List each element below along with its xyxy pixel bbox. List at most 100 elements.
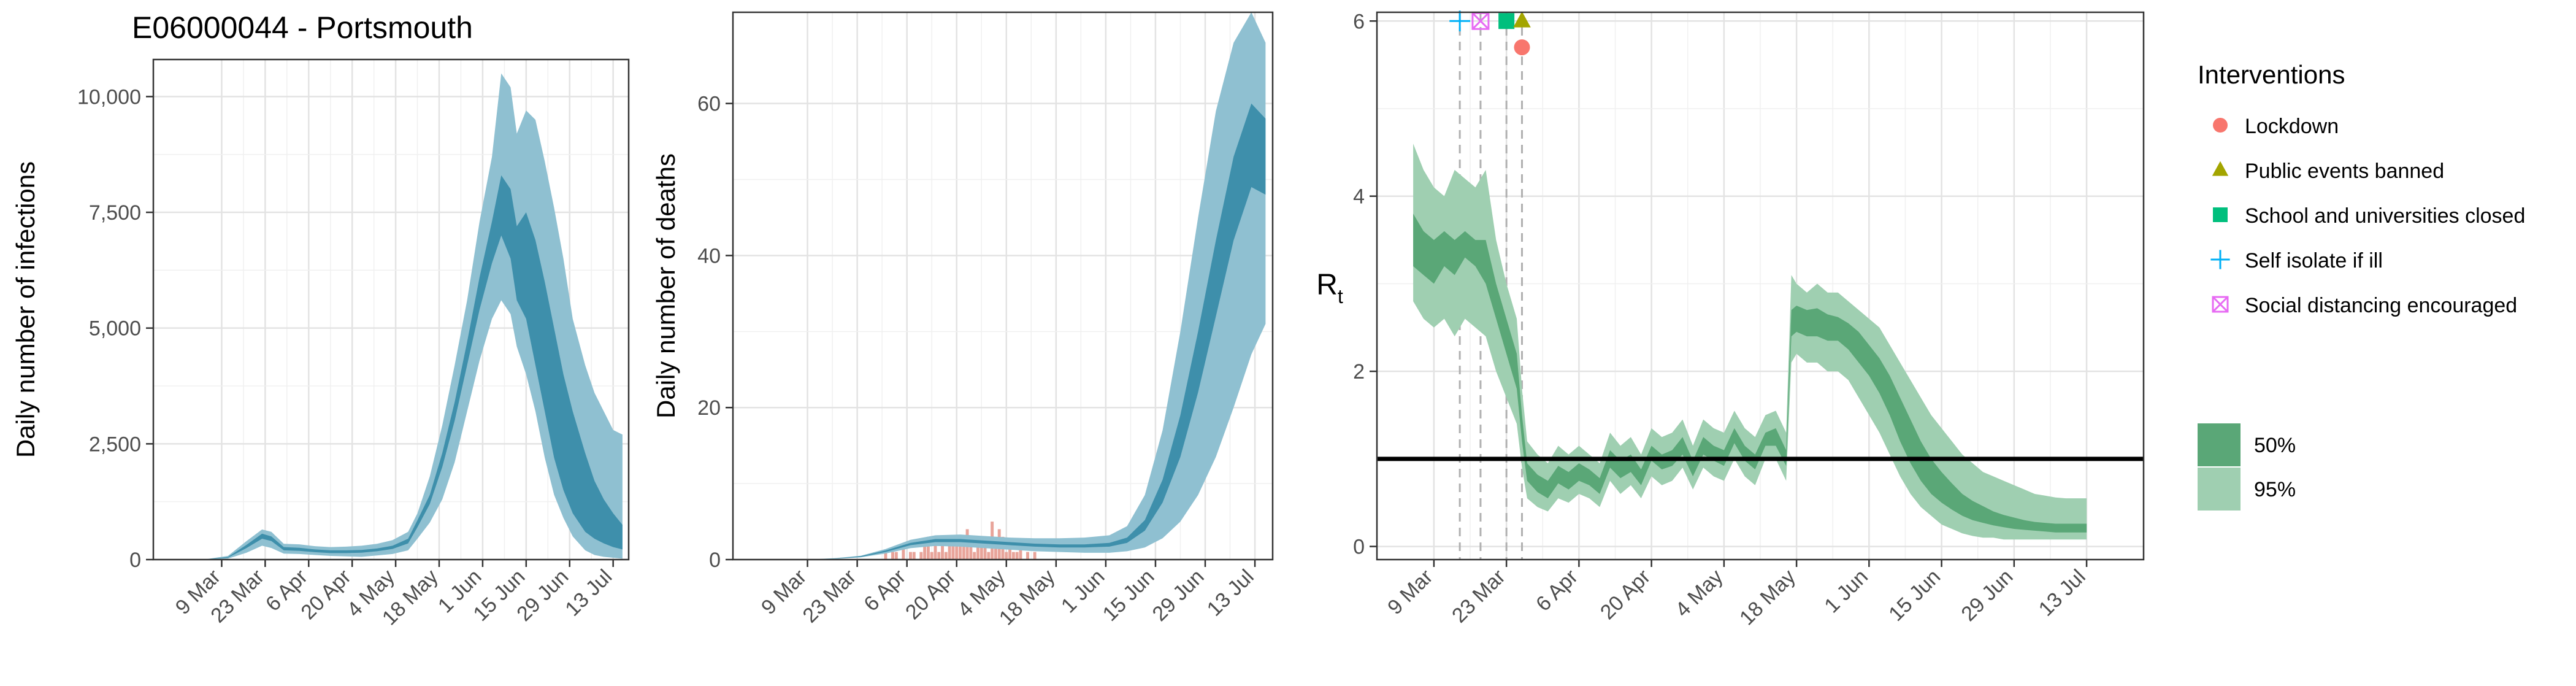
death-bar [894, 552, 898, 560]
death-bar [902, 544, 905, 560]
death-bar [948, 536, 951, 560]
y-tick-label: 4 [1353, 185, 1365, 209]
legend-label: Lockdown [2245, 115, 2339, 138]
deaths-panel-border [732, 11, 1274, 561]
death-bar [933, 544, 937, 560]
intervention-marker [1449, 10, 1471, 32]
y-tick-label: 2 [1353, 360, 1365, 383]
y-tick-label: 60 [697, 93, 721, 116]
rt-y-axis-label-sub: t [1338, 285, 1343, 307]
y-tick-label: 0 [129, 549, 141, 572]
rt-bands [1413, 144, 2087, 540]
death-bar [891, 552, 894, 560]
death-bar [969, 544, 973, 560]
death-bar [923, 544, 927, 560]
death-bar [919, 552, 923, 560]
death-bar [937, 552, 941, 560]
death-bar [1005, 552, 1008, 560]
intervention-marker [1498, 13, 1515, 29]
x-tick-label: 15 Jun [1098, 565, 1159, 626]
death-bar [884, 552, 887, 560]
death-bar [979, 544, 983, 560]
figure-title: E06000044 - Portsmouth [132, 10, 473, 45]
rt-y-axis-label-main: R [1316, 269, 1338, 301]
intervention-marker [1513, 11, 1531, 28]
death-bar [1015, 552, 1019, 560]
y-tick-label: 6 [1353, 10, 1365, 33]
death-bar [987, 552, 991, 560]
x-tick-label: 20 Apr [1596, 565, 1655, 624]
y-tick-label: 10,000 [77, 85, 141, 109]
ci-band-95 [203, 73, 623, 560]
death-bar [941, 536, 945, 560]
ci-legend-swatch [2198, 468, 2241, 511]
x-tick-label: 29 Jun [1148, 565, 1209, 626]
death-bar [926, 536, 930, 560]
intervention-marker [1471, 12, 1490, 30]
death-bar [976, 536, 979, 560]
legend-key-triangle [2212, 161, 2229, 176]
x-tick-label: 13 Jul [1203, 565, 1259, 621]
x-tick-label: 23 Mar [799, 565, 861, 628]
rt-panel: 9 Mar 23 Mar 6 Apr 20 Apr 4 May 18 May 1 Jun 15… [1316, 10, 2145, 630]
x-tick-label: 1 Jun [1820, 565, 1873, 618]
death-bar [1033, 552, 1037, 560]
y-tick-label: 2,500 [89, 433, 141, 456]
x-tick-label: 20 Apr [296, 565, 355, 624]
legend: Interventions Lockdown Public events bann… [2198, 60, 2525, 511]
y-tick-label: 40 [697, 244, 721, 268]
death-bar [973, 552, 976, 560]
death-bar [944, 552, 948, 560]
legend-label: School and universities closed [2245, 204, 2525, 228]
death-bar [930, 552, 933, 560]
legend-key-plus [2210, 250, 2230, 269]
death-bar [1011, 552, 1015, 560]
ci-legend-label: 95% [2254, 478, 2296, 501]
x-tick-label: 13 Jul [2034, 565, 2090, 621]
x-tick-label: 13 Jul [561, 565, 616, 621]
death-bar [951, 544, 955, 560]
y-tick-label: 20 [697, 396, 721, 420]
death-bar [1019, 544, 1022, 560]
intervention-marker [1514, 39, 1530, 56]
death-bar [983, 544, 987, 560]
x-tick-label: 23 Mar [1447, 565, 1510, 628]
deaths-y-axis-label: Daily number of deaths [651, 153, 680, 418]
x-tick-label: 9 Mar [1383, 565, 1437, 619]
y-tick-label: 5,000 [89, 317, 141, 341]
death-bar [1026, 552, 1029, 560]
infections-bands [203, 73, 623, 560]
y-tick-label: 7,500 [89, 201, 141, 225]
rt-y-axis-label: Rt [1316, 269, 1343, 307]
death-bar [959, 536, 962, 560]
legend-label: Self isolate if ill [2245, 249, 2383, 272]
x-tick-label: 18 May [995, 565, 1060, 630]
death-bar [994, 544, 997, 560]
ci-legend-swatch [2198, 423, 2241, 466]
y-tick-label: 0 [709, 549, 721, 572]
ci-legend-label: 50% [2254, 434, 2296, 457]
death-bar [1008, 544, 1012, 560]
ci-legend-items: 50% 95% [2198, 423, 2296, 511]
y-tick-label: 0 [1353, 536, 1365, 559]
legend-key-circle [2213, 118, 2228, 133]
x-tick-label: 15 Jun [1884, 565, 1945, 626]
death-bar [912, 552, 916, 560]
infections-panel-border [152, 58, 630, 561]
legend-label: Public events banned [2245, 160, 2444, 183]
x-tick-label: 4 May [1671, 565, 1727, 622]
infections-y-axis-label: Daily number of infections [11, 161, 40, 458]
interventions-legend-title: Interventions [2198, 60, 2345, 89]
ci-band-50 [1413, 214, 2087, 533]
death-bar [962, 544, 965, 560]
rt-panel-border [1376, 11, 2145, 561]
legend-key-square [2213, 207, 2228, 222]
ci-band-50 [203, 175, 623, 560]
legend-label: Social distancing encouraged [2245, 294, 2517, 317]
x-tick-label: 18 May [1735, 565, 1800, 630]
death-bar [955, 544, 959, 560]
